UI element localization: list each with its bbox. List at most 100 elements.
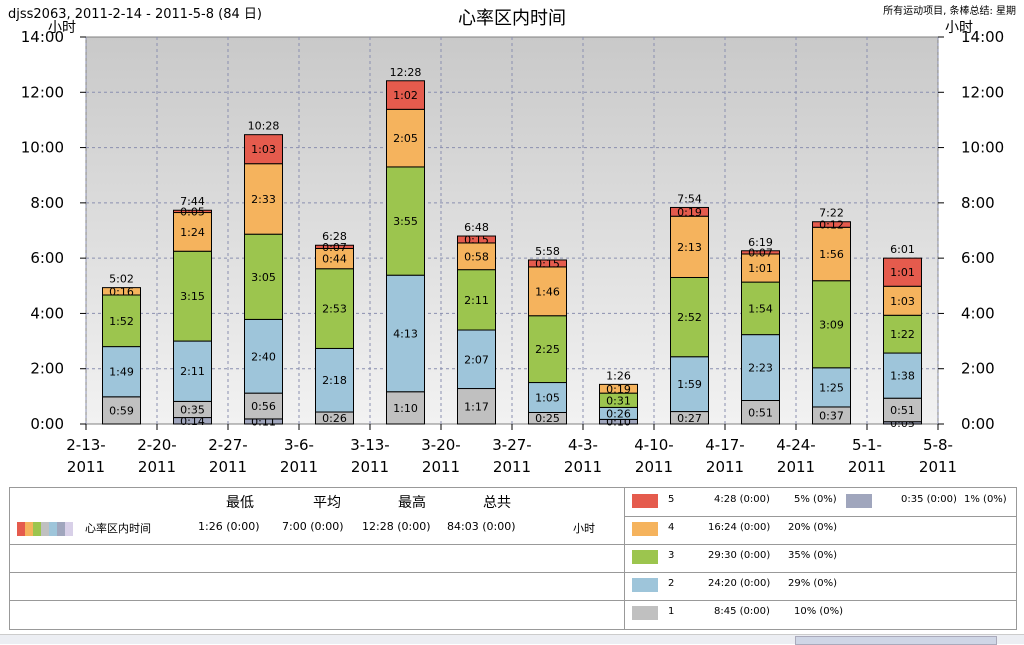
zone-time: 29:30 (0:00) — [708, 550, 771, 561]
y-tick-label: 0:00 — [30, 415, 64, 433]
y-tick-label: 6:00 — [30, 249, 64, 267]
stacked-bar-chart: 0:00 0:00 2:00 2:00 4:00 4:00 6:00 6:00 8:00 8:00… — [21, 28, 1004, 476]
scrollbar-thumb[interactable] — [795, 636, 997, 645]
bar-stack: 0:26 2:18 2:53 0:440:076:28 — [315, 230, 354, 425]
value-min: 1:26 (0:00) — [198, 520, 260, 533]
zone-name: 3 — [668, 550, 675, 561]
segment-label: 1:56 — [819, 248, 844, 261]
segment-label: 1:25 — [819, 381, 844, 394]
segment-label: 0:44 — [322, 253, 347, 266]
segment-label: 0:37 — [819, 409, 844, 422]
y-tick-label: 2:00 — [30, 360, 64, 378]
x-tick-label: 2011 — [777, 458, 815, 476]
x-tick-label: 2011 — [848, 458, 886, 476]
x-tick-label: 2-13- — [66, 436, 105, 454]
bar-segment — [244, 134, 283, 165]
bar-total-label: 5:02 — [109, 273, 134, 286]
y-axis-unit-left: 小时 — [48, 20, 76, 36]
bar-segment — [883, 352, 922, 399]
y-tick-label: 12:00 — [21, 83, 64, 101]
bar-stack: 0:100:260:310:191:26 — [599, 369, 638, 429]
segment-label: 3:55 — [393, 215, 418, 228]
table-divider — [10, 544, 1016, 545]
y-tick-label-right: 8:00 — [961, 194, 995, 212]
summary-table: 最低 平均 最高 总共 心率区内时间 1:26 (0:00) 7:00 (0:0… — [9, 487, 1017, 630]
x-tick-label: 2011 — [138, 458, 176, 476]
segment-label: 0:19 — [606, 383, 631, 396]
bar-stack: 1:10 4:13 3:55 2:05 1:02 12:28 — [386, 66, 425, 425]
segment-label: 1:03 — [890, 295, 915, 308]
segment-label: 2:07 — [464, 353, 489, 366]
bar-segment — [173, 250, 212, 342]
bar-stack: 1:17 2:07 2:11 0:58 0:156:48 — [457, 221, 496, 425]
bar-segment — [883, 314, 922, 354]
x-tick-label: 2-20- — [137, 436, 176, 454]
x-tick-label: 3-27- — [492, 436, 531, 454]
segment-label: 1:10 — [393, 402, 418, 415]
bar-segment — [812, 367, 851, 408]
segment-label: 1:03 — [251, 143, 276, 156]
y-tick-label-right: 14:00 — [961, 28, 1004, 46]
segment-label: 1:24 — [180, 226, 205, 239]
bar-segment — [244, 163, 283, 235]
segment-label: 0:12 — [819, 219, 844, 232]
header-total: 总共 — [483, 495, 511, 511]
segment-label: 1:54 — [748, 302, 773, 315]
segment-label: 0:59 — [109, 404, 134, 417]
table-divider — [10, 572, 1016, 573]
segment-label: 1:52 — [109, 315, 134, 328]
bar-total-label: 6:01 — [890, 243, 915, 256]
segment-label: 0:15 — [464, 233, 489, 246]
chart-title: 心率区内时间 — [458, 8, 566, 29]
bar-stack: 0:37 1:25 3:09 1:56 0:127:22 — [812, 207, 851, 425]
bar-total-label: 7:44 — [180, 195, 205, 208]
x-tick-label: 2011 — [493, 458, 531, 476]
bar-total-label: 7:54 — [677, 192, 702, 205]
bar-total-label: 7:22 — [819, 207, 844, 220]
segment-label: 0:05 — [180, 205, 205, 218]
value-avg: 7:00 (0:00) — [282, 520, 344, 533]
bar-total-label: 10:28 — [248, 120, 280, 133]
bar-segment — [457, 269, 496, 331]
zone-name: 5 — [668, 494, 675, 505]
bar-segment — [528, 266, 567, 317]
y-tick-label: 14:00 — [21, 28, 64, 46]
zone-time: 0:35 (0:00) — [901, 494, 957, 505]
bar-stack: 0:51 2:23 1:54 1:01 0:076:19 — [741, 236, 780, 425]
table-divider — [10, 600, 1016, 601]
segment-label: 0:56 — [251, 400, 276, 413]
x-tick-label: 5-8- — [923, 436, 953, 454]
segment-label: 0:51 — [890, 404, 915, 417]
bar-stack: 0:140:352:113:151:240:057:44 — [173, 195, 212, 428]
bar-segment — [102, 346, 141, 398]
zone-swatch — [632, 494, 658, 508]
bar-segment — [386, 80, 425, 110]
bar-segment — [528, 382, 567, 413]
y-tick-label-right: 2:00 — [961, 360, 995, 378]
x-tick-label: 2011 — [67, 458, 105, 476]
bar-segment — [599, 383, 638, 394]
zone-color-cell — [25, 522, 33, 536]
y-tick-label-right: 0:00 — [961, 415, 995, 433]
segment-label: 0:15 — [535, 257, 560, 270]
bar-segment — [315, 347, 354, 413]
bar-segment — [244, 392, 283, 420]
zone-color-cell — [49, 522, 57, 536]
y-tick-label-right: 6:00 — [961, 249, 995, 267]
segment-label: 1:22 — [890, 328, 915, 341]
bar-segment — [173, 209, 212, 214]
segment-label: 0:25 — [535, 412, 560, 425]
zone-time: 24:20 (0:00) — [708, 578, 771, 589]
x-tick-label: 2011 — [209, 458, 247, 476]
bar-segment — [741, 334, 780, 402]
row-label: 心率区内时间 — [85, 522, 151, 535]
segment-label: 2:18 — [322, 374, 347, 387]
segment-label: 0:35 — [180, 403, 205, 416]
bar-total-label: 1:26 — [606, 369, 631, 382]
segment-label: 2:40 — [251, 350, 276, 363]
zone-color-cell — [41, 522, 49, 536]
value-total: 84:03 (0:00) — [447, 520, 516, 533]
zone-pct: 20% (0%) — [788, 522, 838, 533]
segment-label: 0:51 — [748, 406, 773, 419]
bar-stack: 0:27 1:59 2:52 2:13 0:197:54 — [670, 192, 709, 425]
